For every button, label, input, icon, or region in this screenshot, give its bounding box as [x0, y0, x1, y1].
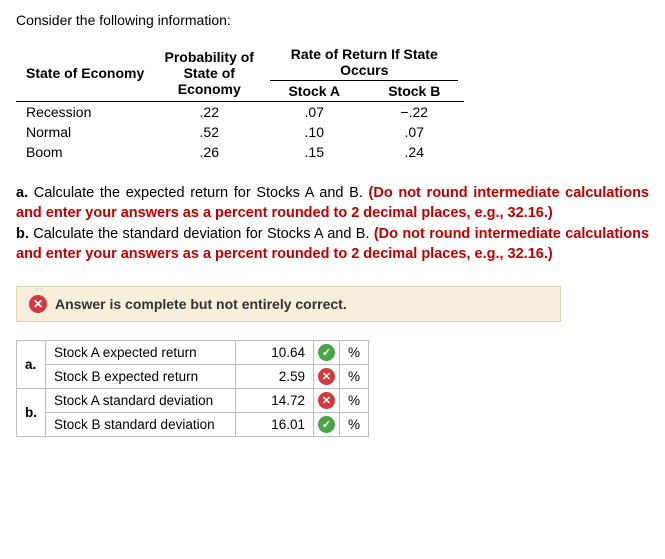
stock-b-cell: −.22 — [364, 102, 464, 123]
answer-status: ✕ — [314, 389, 340, 413]
intro-text: Consider the following information: — [16, 12, 649, 28]
answer-a-label: a. — [17, 341, 46, 389]
cross-icon: ✕ — [318, 392, 335, 409]
questions: a. Calculate the expected return for Sto… — [16, 184, 649, 264]
answer-value: 2.59 — [236, 365, 314, 389]
q-b-text: Calculate the standard deviation for Sto… — [33, 226, 374, 242]
col-b-header: Stock B — [364, 81, 464, 102]
stock-b-cell: .24 — [364, 142, 464, 162]
state-cell: Normal — [16, 122, 154, 142]
answer-b-label: b. — [17, 389, 46, 437]
col-state-header: State of Economy — [16, 44, 154, 102]
answer-desc: Stock A expected return — [46, 341, 236, 365]
state-cell: Recession — [16, 102, 154, 123]
answer-unit: % — [340, 389, 369, 413]
answer-unit: % — [340, 341, 369, 365]
table-row: Stock B expected return 2.59 ✕ % — [17, 365, 369, 389]
answer-value: 10.64 — [236, 341, 314, 365]
col-prob-header: Probability of State of Economy — [154, 44, 264, 102]
q-b-label: b. — [16, 226, 29, 242]
answer-table: a. Stock A expected return 10.64 ✓ % Sto… — [16, 340, 369, 437]
answer-status: ✓ — [314, 341, 340, 365]
table-row: Stock B standard deviation 16.01 ✓ % — [17, 413, 369, 437]
answer-unit: % — [340, 365, 369, 389]
col-state-header-text: State of Economy — [26, 65, 144, 81]
cross-icon: ✕ — [29, 295, 47, 313]
stock-b-cell: .07 — [364, 122, 464, 142]
cross-icon: ✕ — [318, 368, 335, 385]
group-header-text: Rate of Return If State Occurs — [291, 46, 438, 78]
table-row: a. Stock A expected return 10.64 ✓ % — [17, 341, 369, 365]
stock-a-cell: .15 — [264, 142, 364, 162]
check-icon: ✓ — [318, 416, 335, 433]
answer-value: 16.01 — [236, 413, 314, 437]
answer-desc: Stock A standard deviation — [46, 389, 236, 413]
answer-unit: % — [340, 413, 369, 437]
answer-desc: Stock B expected return — [46, 365, 236, 389]
stock-a-cell: .07 — [264, 102, 364, 123]
group-header: Rate of Return If State Occurs — [264, 44, 464, 80]
answer-status: ✓ — [314, 413, 340, 437]
answer-value: 14.72 — [236, 389, 314, 413]
check-icon: ✓ — [318, 344, 335, 361]
col-prob-header-text: Probability of State of Economy — [165, 49, 254, 97]
data-table: State of Economy Probability of State of… — [16, 44, 464, 162]
prob-cell: .22 — [154, 102, 264, 123]
answer-desc: Stock B standard deviation — [46, 413, 236, 437]
answer-status: ✕ — [314, 365, 340, 389]
status-banner-text: Answer is complete but not entirely corr… — [55, 296, 347, 312]
q-a-label: a. — [16, 185, 28, 201]
prob-cell: .52 — [154, 122, 264, 142]
q-a-text: Calculate the expected return for Stocks… — [34, 185, 369, 201]
prob-cell: .26 — [154, 142, 264, 162]
status-banner: ✕ Answer is complete but not entirely co… — [16, 286, 561, 322]
state-cell: Boom — [16, 142, 154, 162]
table-row: b. Stock A standard deviation 14.72 ✕ % — [17, 389, 369, 413]
stock-a-cell: .10 — [264, 122, 364, 142]
col-a-header: Stock A — [264, 81, 364, 102]
